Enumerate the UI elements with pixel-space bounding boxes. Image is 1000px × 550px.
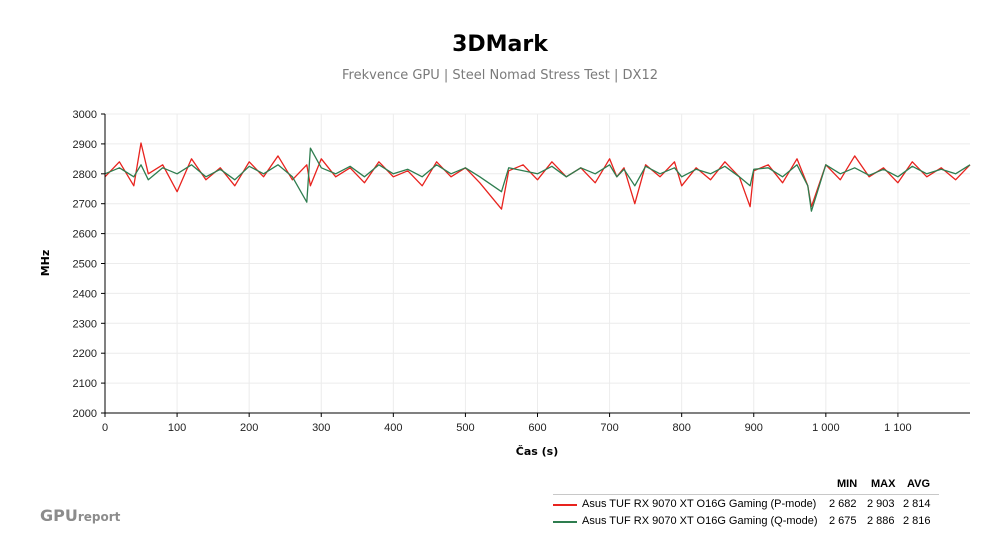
x-tick-label: 1 000 — [812, 422, 840, 434]
x-tick-label: 100 — [168, 422, 186, 434]
x-axis-title: Čas (s) — [516, 445, 558, 458]
y-tick-label: 2200 — [73, 348, 97, 360]
logo-sub-text: report — [77, 510, 121, 524]
y-axis-ticks: 2000 2100 2200 2300 2400 2500 2600 2700 2800 2900… — [73, 109, 105, 420]
y-tick-label: 2600 — [73, 229, 97, 241]
y-tick-label: 2400 — [73, 288, 97, 300]
legend-swatch-q-mode — [553, 521, 577, 523]
x-tick-label: 300 — [312, 422, 330, 434]
y-tick-label: 2500 — [73, 259, 97, 271]
series-line-q-mode — [104, 147, 971, 212]
legend-avg: 2 814 — [903, 498, 931, 510]
series-layer — [104, 142, 971, 212]
y-tick-label: 2800 — [73, 169, 97, 181]
y-tick-label: 2100 — [73, 378, 97, 390]
x-tick-label: 400 — [384, 422, 402, 434]
y-axis-title: MHz — [39, 250, 52, 277]
legend-header: MIN MAX AVG — [553, 478, 939, 494]
x-tick-label: 800 — [672, 422, 690, 434]
legend-max: 2 903 — [867, 498, 895, 510]
legend-table: MIN MAX AVG Asus TUF RX 9070 XT O16G Gam… — [553, 478, 939, 529]
chart-title: 3DMark — [452, 32, 548, 57]
x-tick-label: 0 — [102, 422, 108, 434]
legend-min: 2 675 — [829, 515, 857, 527]
x-tick-label: 900 — [745, 422, 763, 434]
y-tick-label: 2000 — [73, 408, 97, 420]
grid-lines — [104, 113, 970, 414]
legend-row-q-mode: Asus TUF RX 9070 XT O16G Gaming (Q-mode)… — [553, 514, 939, 529]
x-tick-label: 200 — [240, 422, 258, 434]
legend-header-max: MAX — [871, 478, 896, 490]
y-tick-label: 2900 — [73, 139, 97, 151]
x-tick-label: 1 100 — [884, 422, 912, 434]
legend-swatch-p-mode — [553, 504, 577, 506]
y-tick-label: 3000 — [73, 109, 97, 121]
y-tick-label: 2300 — [73, 318, 97, 330]
legend-divider — [553, 494, 939, 495]
legend-min: 2 682 — [829, 498, 857, 510]
x-tick-label: 500 — [456, 422, 474, 434]
x-tick-label: 700 — [600, 422, 618, 434]
legend-row-p-mode: Asus TUF RX 9070 XT O16G Gaming (P-mode)… — [553, 497, 939, 512]
legend-label: Asus TUF RX 9070 XT O16G Gaming (P-mode) — [582, 498, 817, 510]
logo-main-text: GPU — [40, 506, 78, 525]
legend-max: 2 886 — [867, 515, 895, 527]
gpureport-logo: GPUreport — [40, 506, 120, 525]
x-tick-label: 600 — [528, 422, 546, 434]
legend-header-min: MIN — [837, 478, 858, 490]
legend-header-avg: AVG — [907, 478, 931, 490]
chart-subtitle: Frekvence GPU | Steel Nomad Stress Test … — [342, 68, 658, 83]
legend-avg: 2 816 — [903, 515, 931, 527]
line-chart: 2000210022002300240025002600270028002900… — [39, 109, 971, 458]
y-tick-label: 2700 — [73, 199, 97, 211]
legend-label: Asus TUF RX 9070 XT O16G Gaming (Q-mode) — [582, 515, 818, 527]
x-axis-ticks: 0 100 200 300 400 500 600 700 800 900 1 000 1 100 — [102, 413, 912, 434]
